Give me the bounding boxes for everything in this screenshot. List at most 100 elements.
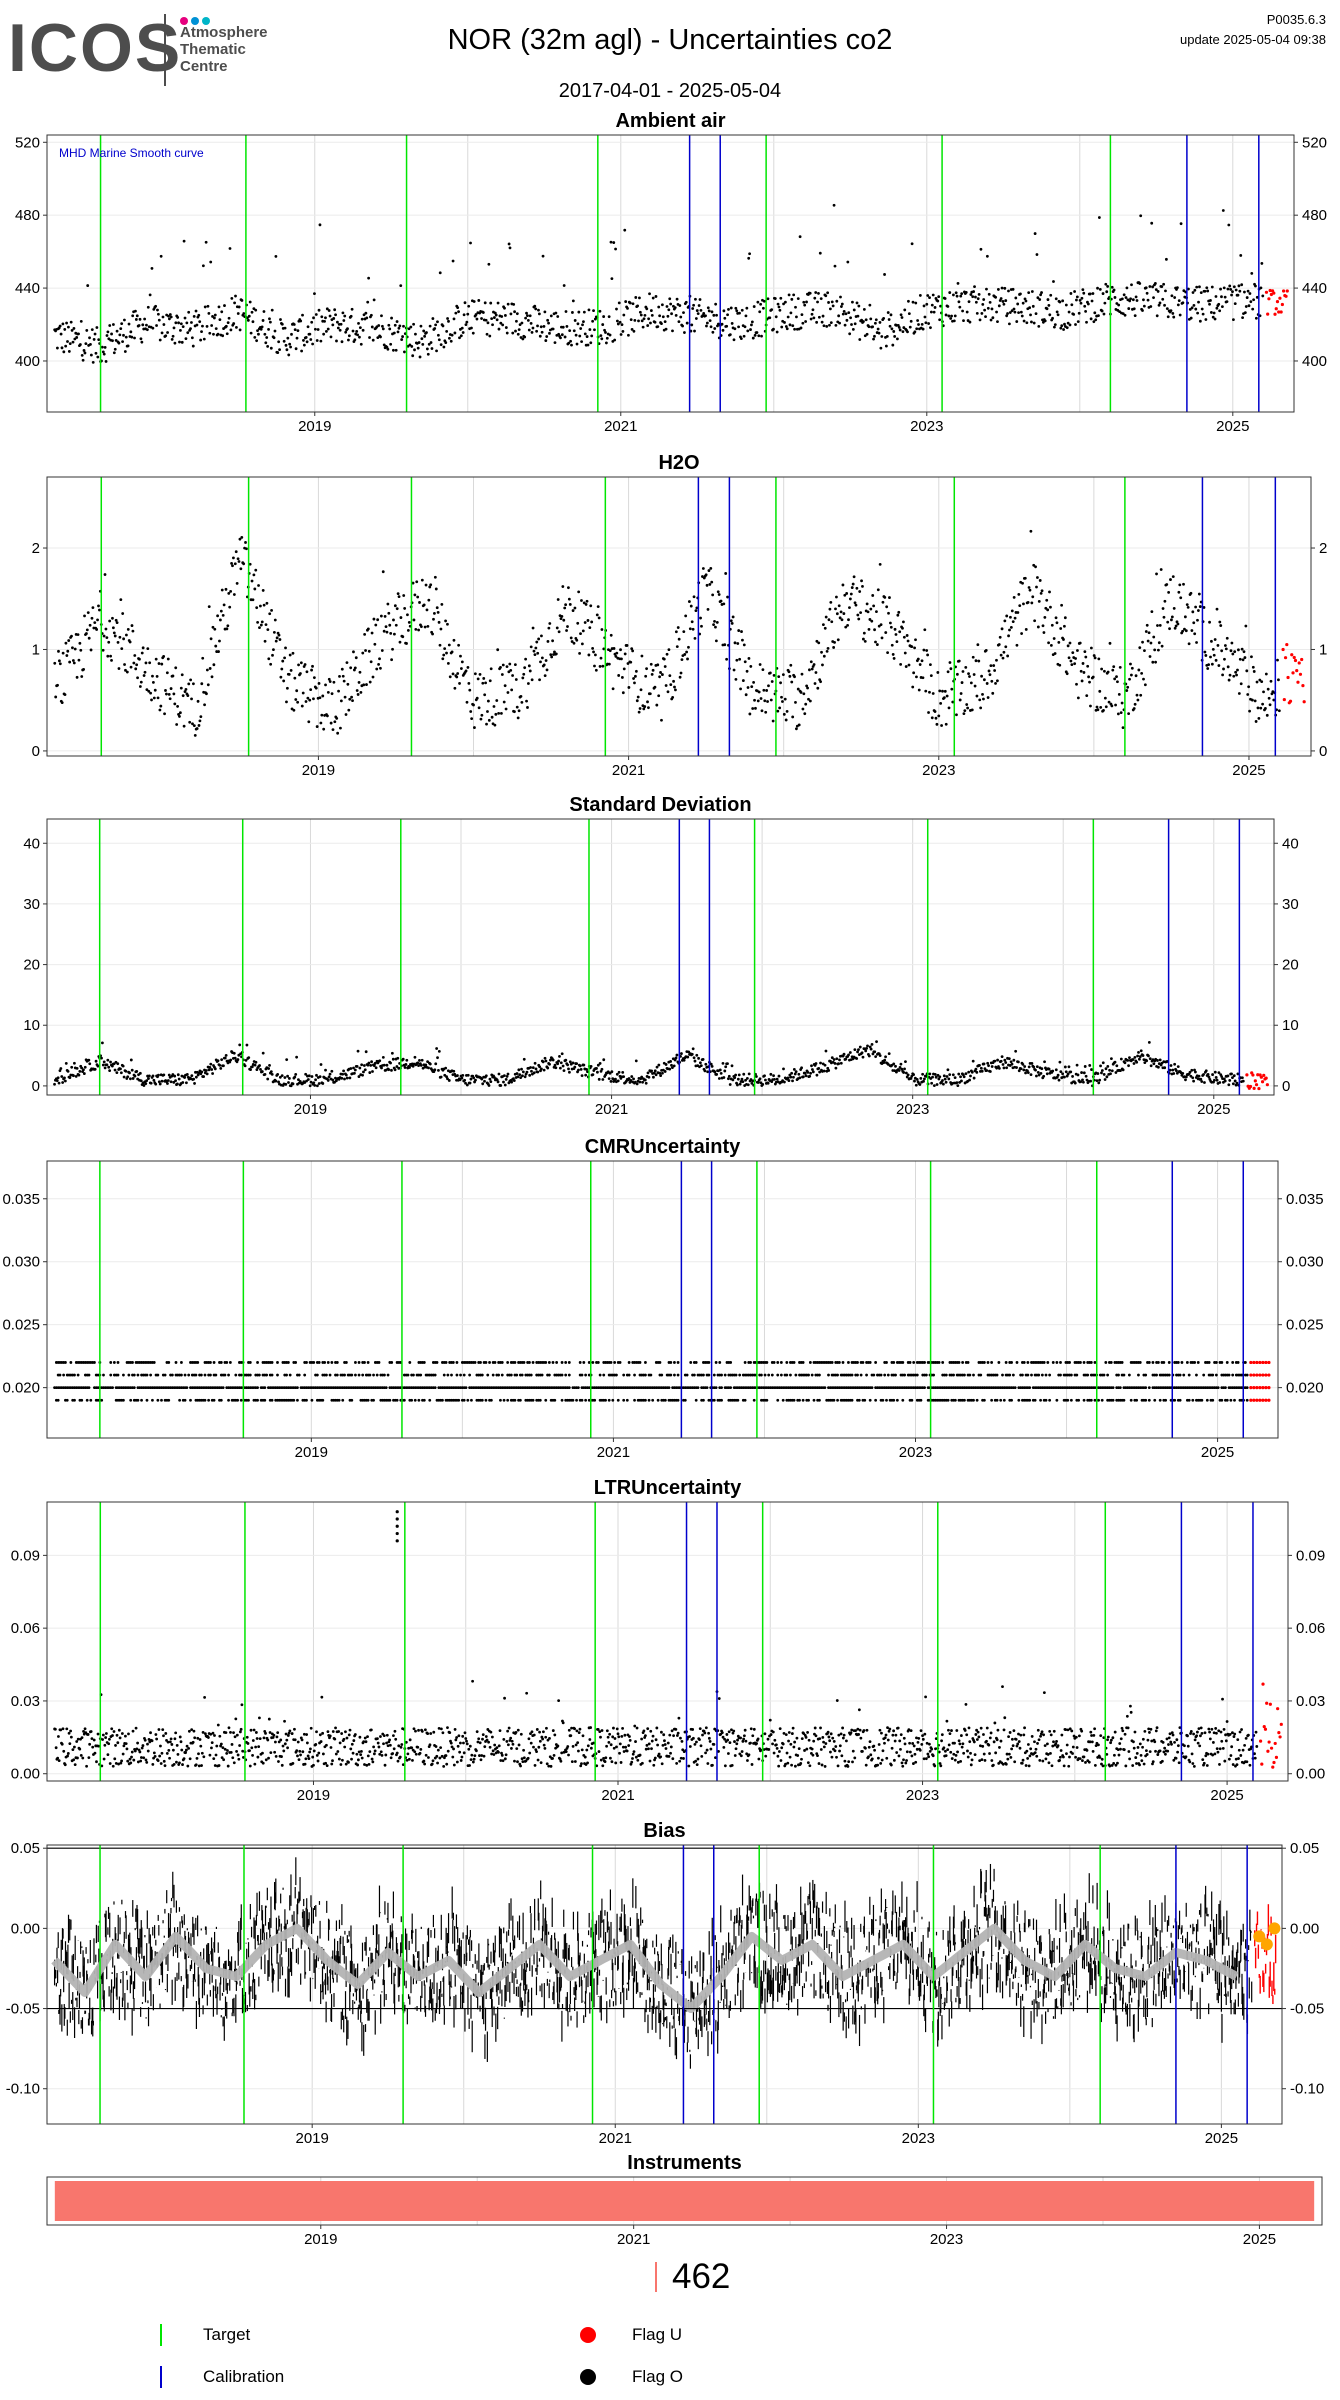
data-point <box>868 618 872 621</box>
data-point <box>487 1084 491 1087</box>
data-point <box>1251 307 1255 311</box>
data-point <box>1060 324 1064 328</box>
data-point <box>114 618 118 622</box>
data-point <box>1068 641 1072 645</box>
data-point <box>91 360 95 364</box>
y-tick-label: 440 <box>15 280 40 297</box>
data-point <box>86 611 90 615</box>
flagged-point <box>1262 1073 1266 1077</box>
data-point <box>257 584 260 587</box>
data-point <box>849 592 853 596</box>
data-point <box>418 601 421 604</box>
data-point <box>1069 1070 1073 1074</box>
data-point <box>794 305 797 309</box>
data-point <box>66 649 70 653</box>
data-point <box>1166 315 1170 319</box>
data-point <box>883 273 886 276</box>
data-point <box>759 302 763 306</box>
data-point <box>961 670 965 673</box>
data-point <box>849 316 852 320</box>
data-point <box>803 1071 807 1075</box>
data-point <box>359 342 363 346</box>
data-point <box>647 1398 651 1402</box>
data-point <box>83 614 86 618</box>
data-point <box>216 1059 220 1063</box>
data-point <box>839 610 843 614</box>
data-point <box>687 645 690 649</box>
data-point <box>789 663 793 667</box>
data-point <box>274 639 278 643</box>
data-point <box>1119 1069 1122 1072</box>
data-point <box>680 1052 683 1055</box>
data-point <box>314 686 318 690</box>
data-point <box>227 1398 230 1402</box>
data-point <box>638 707 642 710</box>
data-point <box>269 662 273 666</box>
data-point <box>419 1064 423 1067</box>
data-point <box>196 699 200 703</box>
data-point <box>367 276 371 280</box>
data-point <box>811 1070 815 1074</box>
data-point <box>61 651 65 655</box>
data-point <box>951 700 955 704</box>
data-point <box>605 336 609 340</box>
data-points-1 <box>53 529 1306 737</box>
data-point <box>958 305 962 309</box>
data-point <box>709 1062 713 1066</box>
data-point <box>1260 680 1264 683</box>
data-point <box>345 1076 349 1080</box>
data-point <box>111 1386 114 1390</box>
data-point <box>1209 311 1213 314</box>
data-point <box>464 1081 467 1085</box>
data-point <box>503 684 507 688</box>
data-point <box>778 706 782 710</box>
data-point <box>833 264 837 268</box>
flagged-point <box>1288 699 1293 703</box>
data-point <box>1197 592 1201 596</box>
data-point <box>1164 1398 1168 1402</box>
data-point <box>379 666 382 670</box>
data-point <box>681 324 684 328</box>
data-point <box>969 1074 972 1078</box>
data-point <box>139 680 143 684</box>
data-point <box>472 300 476 303</box>
data-point <box>929 326 932 330</box>
data-point <box>755 1075 758 1078</box>
data-point <box>609 240 613 244</box>
data-point <box>1187 1398 1191 1402</box>
data-point <box>540 656 544 660</box>
data-point <box>850 323 853 326</box>
data-point <box>556 1062 560 1066</box>
data-point <box>622 313 626 317</box>
data-point <box>900 316 904 319</box>
data-point <box>313 327 317 331</box>
data-point <box>943 297 947 300</box>
data-point <box>347 334 351 338</box>
data-point <box>670 312 673 316</box>
data-point <box>952 293 955 297</box>
data-point <box>169 1080 173 1084</box>
data-point <box>927 711 930 714</box>
data-point <box>1268 703 1272 707</box>
data-point <box>515 312 519 316</box>
data-point <box>1229 649 1233 653</box>
data-point <box>512 302 516 306</box>
data-point <box>1142 677 1145 681</box>
data-point <box>485 332 489 336</box>
data-point <box>266 1077 270 1081</box>
data-point <box>1173 296 1177 299</box>
data-point <box>1074 657 1077 660</box>
data-point <box>701 575 704 578</box>
data-point <box>158 338 162 342</box>
data-point <box>569 636 573 640</box>
data-point <box>834 607 837 611</box>
data-point <box>951 1073 955 1077</box>
data-point <box>595 613 599 617</box>
data-point <box>743 1398 747 1402</box>
data-point <box>129 665 133 669</box>
data-point <box>1227 678 1231 682</box>
data-point <box>614 247 617 251</box>
data-point <box>450 333 454 337</box>
data-point <box>656 1398 660 1402</box>
data-point <box>765 689 769 692</box>
